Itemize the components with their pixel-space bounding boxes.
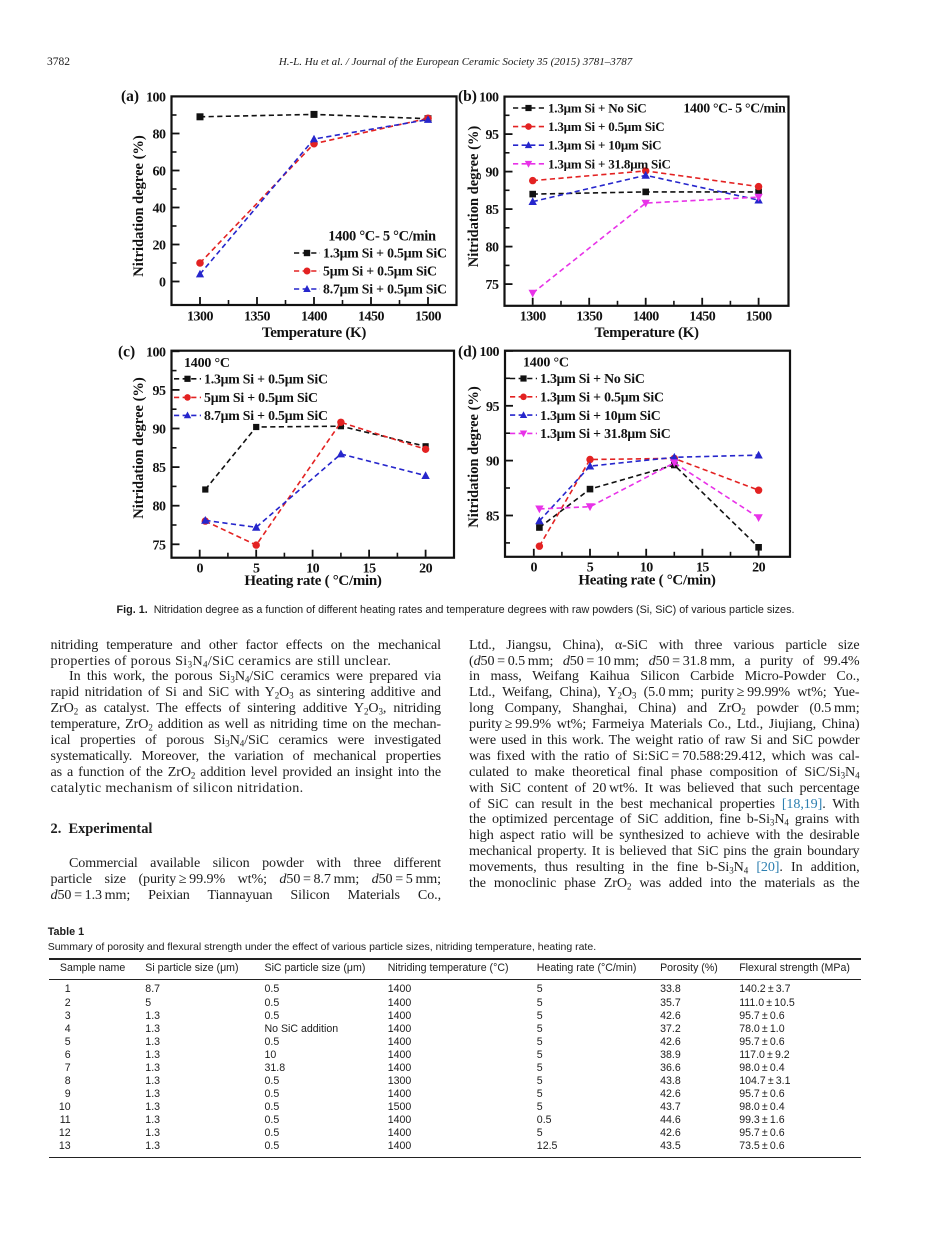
svg-text:(b): (b) bbox=[458, 88, 477, 105]
svg-text:10: 10 bbox=[306, 562, 320, 577]
svg-text:1400 °C: 1400 °C bbox=[523, 355, 569, 370]
svg-text:1.3μm Si + 10μm SiC: 1.3μm Si + 10μm SiC bbox=[548, 138, 661, 153]
svg-text:Temperature (K): Temperature (K) bbox=[594, 325, 699, 341]
svg-text:20: 20 bbox=[153, 239, 167, 254]
svg-text:100: 100 bbox=[479, 91, 499, 106]
svg-text:8.7μm Si + 0.5μm SiC: 8.7μm Si + 0.5μm SiC bbox=[204, 408, 328, 423]
svg-text:95: 95 bbox=[486, 128, 500, 143]
svg-text:1500: 1500 bbox=[415, 310, 442, 325]
svg-text:85: 85 bbox=[153, 461, 167, 476]
svg-text:20: 20 bbox=[752, 561, 766, 576]
svg-text:0: 0 bbox=[196, 562, 203, 577]
svg-text:1500: 1500 bbox=[746, 310, 773, 325]
svg-text:60: 60 bbox=[153, 165, 167, 180]
svg-text:1400 °C- 5 °C/min: 1400 °C- 5 °C/min bbox=[328, 228, 436, 244]
svg-text:1400: 1400 bbox=[633, 310, 660, 325]
svg-text:75: 75 bbox=[486, 278, 500, 293]
svg-text:1.3μm Si + 0.5μm SiC: 1.3μm Si + 0.5μm SiC bbox=[540, 390, 664, 405]
svg-text:40: 40 bbox=[153, 202, 167, 217]
svg-text:90: 90 bbox=[153, 423, 167, 438]
svg-text:1.3μm Si + No SiC: 1.3μm Si + No SiC bbox=[540, 371, 645, 386]
svg-text:80: 80 bbox=[153, 128, 167, 143]
svg-text:0: 0 bbox=[531, 561, 538, 576]
svg-text:0: 0 bbox=[159, 276, 166, 291]
svg-text:Nitridation degree (%): Nitridation degree (%) bbox=[131, 135, 147, 277]
svg-text:1.3μm Si + 0.5μm SiC: 1.3μm Si + 0.5μm SiC bbox=[323, 246, 447, 261]
svg-text:1300: 1300 bbox=[520, 310, 547, 325]
svg-text:100: 100 bbox=[146, 91, 166, 106]
svg-text:85: 85 bbox=[486, 510, 500, 525]
svg-text:5μm Si + 0.5μm SiC: 5μm Si + 0.5μm SiC bbox=[323, 264, 437, 279]
svg-text:85: 85 bbox=[486, 203, 500, 218]
svg-text:1350: 1350 bbox=[244, 310, 271, 325]
svg-text:1.3μm Si + 31.8μm SiC: 1.3μm Si + 31.8μm SiC bbox=[548, 156, 671, 171]
svg-text:10: 10 bbox=[640, 561, 654, 576]
svg-text:(a): (a) bbox=[121, 88, 139, 105]
svg-text:1.3μm Si + No SiC: 1.3μm Si + No SiC bbox=[548, 101, 646, 116]
svg-text:1450: 1450 bbox=[689, 310, 716, 325]
svg-text:75: 75 bbox=[153, 538, 167, 553]
svg-text:Nitridation degree (%): Nitridation degree (%) bbox=[466, 126, 482, 268]
svg-text:1350: 1350 bbox=[576, 310, 603, 325]
svg-text:Temperature (K): Temperature (K) bbox=[262, 325, 367, 341]
svg-text:1300: 1300 bbox=[187, 310, 214, 325]
svg-text:1.3μm Si + 0.5μm SiC: 1.3μm Si + 0.5μm SiC bbox=[548, 119, 664, 134]
svg-text:1.3μm Si + 0.5μm SiC: 1.3μm Si + 0.5μm SiC bbox=[204, 372, 328, 387]
svg-text:80: 80 bbox=[486, 241, 500, 256]
svg-text:100: 100 bbox=[480, 345, 500, 360]
svg-text:100: 100 bbox=[146, 345, 166, 360]
svg-text:95: 95 bbox=[486, 400, 500, 415]
svg-text:1.3μm Si + 10μm SiC: 1.3μm Si + 10μm SiC bbox=[540, 408, 661, 423]
svg-text:5: 5 bbox=[253, 562, 260, 577]
svg-text:1450: 1450 bbox=[358, 310, 385, 325]
svg-text:Nitridation degree (%): Nitridation degree (%) bbox=[466, 386, 482, 528]
svg-text:Heating rate ( °C/min): Heating rate ( °C/min) bbox=[244, 573, 382, 589]
svg-text:(d): (d) bbox=[458, 344, 477, 361]
svg-text:Nitridation degree (%): Nitridation degree (%) bbox=[131, 377, 147, 519]
svg-text:5μm Si + 0.5μm SiC: 5μm Si + 0.5μm SiC bbox=[204, 390, 318, 405]
svg-text:1.3μm Si + 31.8μm SiC: 1.3μm Si + 31.8μm SiC bbox=[540, 426, 670, 441]
svg-text:8.7μm Si + 0.5μm SiC: 8.7μm Si + 0.5μm SiC bbox=[323, 282, 447, 297]
svg-text:1400 °C: 1400 °C bbox=[184, 356, 230, 371]
svg-text:1400: 1400 bbox=[301, 310, 328, 325]
svg-text:15: 15 bbox=[696, 561, 710, 576]
svg-text:20: 20 bbox=[419, 562, 433, 577]
svg-text:Heating rate ( °C/min): Heating rate ( °C/min) bbox=[578, 573, 716, 589]
svg-text:1400 °C- 5 °C/min: 1400 °C- 5 °C/min bbox=[683, 100, 786, 115]
svg-text:5: 5 bbox=[587, 561, 594, 576]
svg-text:80: 80 bbox=[153, 500, 167, 515]
svg-text:90: 90 bbox=[486, 455, 500, 470]
svg-text:95: 95 bbox=[153, 384, 167, 399]
svg-text:90: 90 bbox=[486, 166, 500, 181]
svg-text:(c): (c) bbox=[118, 344, 135, 361]
svg-text:15: 15 bbox=[363, 562, 377, 577]
